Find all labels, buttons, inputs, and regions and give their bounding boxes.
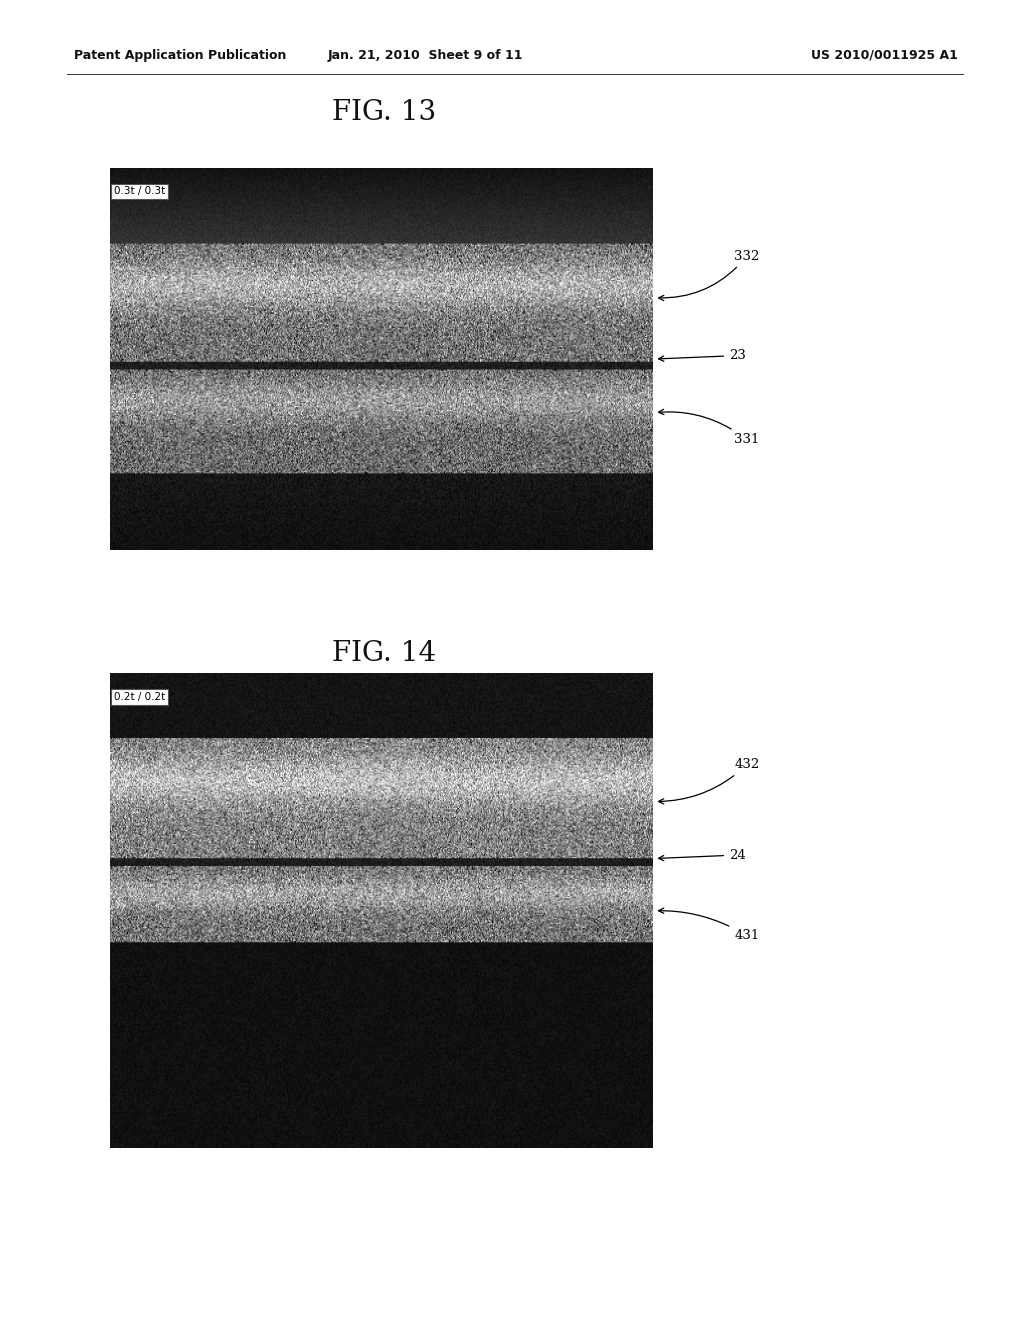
Text: 24: 24 [658,849,745,862]
Text: Patent Application Publication: Patent Application Publication [74,49,286,62]
Text: 23: 23 [658,348,745,362]
Text: 432: 432 [658,758,760,804]
Text: 331: 331 [658,409,760,446]
Text: 431: 431 [658,908,760,942]
Text: FIG. 14: FIG. 14 [332,640,436,667]
Text: Jan. 21, 2010  Sheet 9 of 11: Jan. 21, 2010 Sheet 9 of 11 [328,49,522,62]
Text: 0.2t / 0.2t: 0.2t / 0.2t [114,692,165,702]
Text: FIG. 13: FIG. 13 [332,99,436,125]
Text: 0.3t / 0.3t: 0.3t / 0.3t [114,186,165,197]
Text: 332: 332 [658,249,760,301]
Text: US 2010/0011925 A1: US 2010/0011925 A1 [811,49,957,62]
